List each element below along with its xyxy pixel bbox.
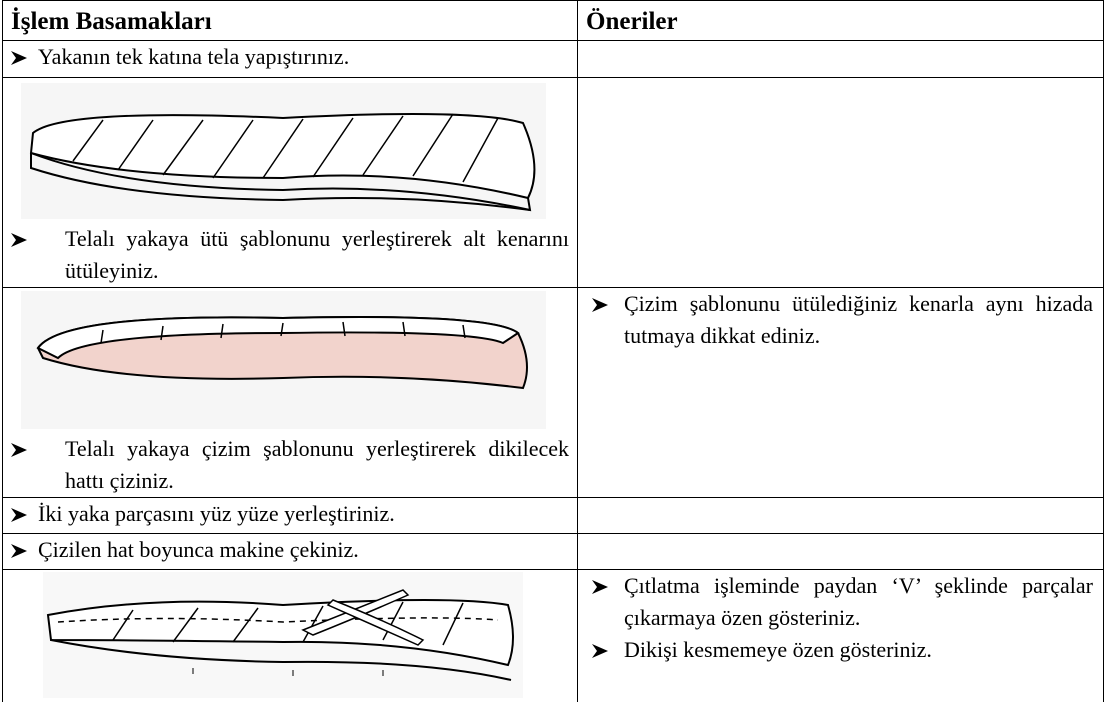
- header-suggestions: Öneriler: [577, 0, 1104, 41]
- step: Yakanın tek katına tela yapıştırınız.: [3, 41, 569, 73]
- collar-illustration: [21, 291, 546, 429]
- step-text: Çizilen hat boyunca makine çekiniz.: [38, 537, 359, 562]
- collar-illustration: [21, 83, 546, 219]
- suggestion: Çıtlatma işleminde paydan ‘V’ şeklinde p…: [578, 570, 1093, 634]
- suggestion-text: Çıtlatma işleminde paydan ‘V’ şeklinde p…: [624, 573, 1093, 630]
- step: Telalı yakaya ütü şablonunu yerleştirere…: [3, 223, 569, 287]
- suggestion: Çizim şablonunu ütülediğiniz kenarla ayn…: [578, 288, 1093, 352]
- step-text: Telalı yakaya ütü şablonunu yerleştirere…: [65, 226, 569, 283]
- step: İki yaka parçasını yüz yüze yerleştirini…: [3, 498, 569, 530]
- step-text: Telalı yakaya çizim şablonunu yerleştire…: [65, 436, 569, 493]
- suggestion-text: Çizim şablonunu ütülediğiniz kenarla ayn…: [624, 291, 1093, 348]
- step: Çizilen hat boyunca makine çekiniz.: [3, 534, 569, 566]
- step: Telalı yakaya çizim şablonunu yerleştire…: [3, 433, 569, 497]
- header-steps: İşlem Basamakları: [2, 0, 578, 41]
- collar-illustration: [43, 572, 523, 698]
- suggestion-text: Dikişi kesmemeye özen gösteriniz.: [624, 637, 932, 662]
- step-text: Yakanın tek katına tela yapıştırınız.: [38, 44, 350, 69]
- step-text: İki yaka parçasını yüz yüze yerleştirini…: [38, 501, 395, 526]
- suggestion: Dikişi kesmemeye özen gösteriniz.: [578, 634, 1093, 666]
